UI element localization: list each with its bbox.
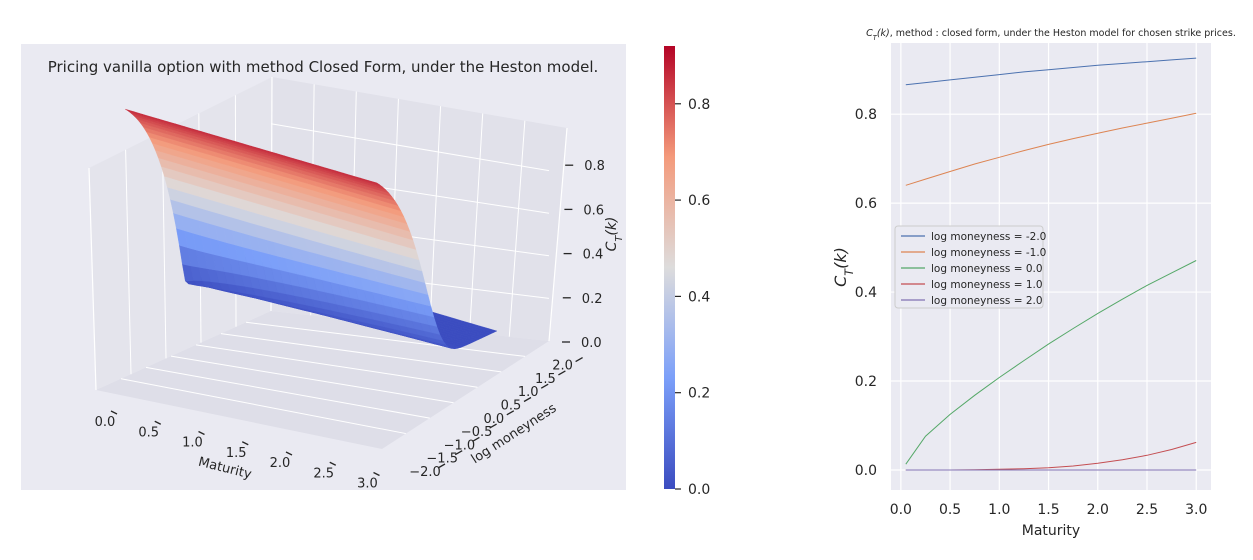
surface-y-tick-label: 0.5 — [501, 399, 522, 414]
pane-gridline — [220, 333, 502, 373]
pane-gridline — [429, 106, 442, 329]
pane-edge — [548, 127, 568, 342]
legend-label: log moneyness = -2.0 — [931, 231, 1046, 243]
pane-gridline — [120, 378, 406, 435]
line-series — [905, 57, 1197, 471]
pane-gridline — [125, 149, 132, 375]
surface-title: Pricing vanilla option with method Close… — [48, 58, 599, 76]
y-tick-label: 0.0 — [855, 463, 877, 479]
colorbar-tick-label: 0.0 — [688, 482, 710, 498]
colorbar-tick-label: 0.4 — [688, 289, 710, 305]
pane-gridline — [508, 120, 526, 337]
x-tick-label: 1.5 — [1037, 502, 1059, 518]
pane-gridline — [145, 366, 430, 419]
x-tick-label: 3.0 — [1185, 502, 1207, 518]
series-line — [905, 112, 1197, 186]
y-tick-label: 0.8 — [855, 107, 877, 123]
surface-y-tick — [437, 463, 446, 469]
colorbar-tick-label: 0.6 — [688, 193, 710, 209]
y-tick-label: 0.2 — [855, 374, 877, 390]
line-x-label: Maturity — [1022, 523, 1080, 539]
pane-gridline — [195, 344, 478, 388]
surface-x-tick-label: 0.0 — [95, 415, 116, 430]
surface-x-tick — [373, 471, 380, 477]
surface-y-tick — [540, 383, 549, 389]
legend-label: log moneyness = -1.0 — [931, 247, 1046, 259]
surface-y-tick-label: 2.0 — [552, 359, 573, 374]
legend: log moneyness = -2.0 log moneyness = -1.0… — [894, 225, 1046, 309]
surface-y-tick-label: −1.0 — [444, 438, 476, 453]
surface-y-tick-label: 1.0 — [518, 385, 539, 400]
surface-y-tick — [558, 370, 566, 376]
surface-z-label: CT(k) — [604, 217, 625, 252]
surface-y-tick — [575, 357, 583, 363]
surface — [125, 109, 498, 350]
surface-y-tick-label: −2.0 — [409, 465, 441, 480]
surface-x-tick — [329, 461, 337, 466]
surface-z-tick-label: 0.2 — [582, 292, 603, 307]
x-tick-label: 2.5 — [1136, 502, 1158, 518]
pane-gridline — [469, 113, 484, 333]
surface-axis-ticks: 0.00.51.01.52.02.53.0−2.0−1.5−1.0−0.50.0… — [95, 159, 605, 491]
surface-x-tick — [241, 441, 249, 446]
surface-z-tick-label: 0.4 — [583, 248, 604, 263]
legend-box — [894, 225, 1044, 309]
colorbar-gradient — [664, 46, 675, 489]
x-tick-label: 1.0 — [988, 502, 1010, 518]
surface-x-tick-label: 2.5 — [313, 466, 334, 481]
surface-x-tick-label: 1.0 — [182, 436, 203, 451]
surface-x-tick — [110, 410, 118, 415]
surface-x-tick — [154, 420, 162, 425]
y-tick-label: 0.4 — [855, 285, 877, 301]
pane-gridline — [245, 321, 526, 357]
surface-z-tick-label: 0.0 — [581, 336, 602, 351]
surface-panel: 0.00.51.01.52.02.53.0−2.0−1.5−1.0−0.50.0… — [21, 44, 626, 492]
line-y-label: CT(k) — [831, 247, 856, 287]
surface-y-tick — [489, 423, 497, 429]
surface-y-tick-label: −1.5 — [426, 452, 458, 467]
x-tick-label: 2.0 — [1087, 502, 1109, 518]
legend-label: log moneyness = 2.0 — [931, 295, 1043, 307]
pane-gridline — [270, 123, 550, 172]
surface-y-tick-label: −0.5 — [461, 425, 493, 440]
surface-y-tick — [454, 450, 463, 456]
pane-gridline — [170, 355, 454, 404]
surface-x-tick-label: 3.0 — [357, 477, 378, 492]
surface-y-tick-label: 0.0 — [483, 412, 504, 427]
colorbar-tick-label: 0.2 — [688, 386, 710, 402]
surface-y-tick — [523, 396, 532, 403]
line-title: CT(k), method : closed form, under the H… — [866, 28, 1236, 42]
y-tick-label: 0.6 — [855, 196, 877, 212]
colorbar-tick-label: 0.8 — [688, 97, 710, 113]
series-line — [905, 260, 1197, 465]
pane-edge — [88, 167, 97, 391]
legend-label: log moneyness = 0.0 — [931, 263, 1043, 275]
surface-z-tick-label: 0.8 — [584, 159, 605, 174]
series-line — [905, 57, 1197, 86]
colorbar: 0.0 0.2 0.4 0.6 0.8 — [664, 46, 710, 498]
surface-x-tick — [285, 451, 293, 456]
surface-x-tick-label: 0.5 — [138, 425, 159, 440]
surface-patch — [125, 109, 137, 114]
surface-x-tick-label: 2.0 — [270, 456, 291, 471]
surface-z-tick-label: 0.6 — [583, 203, 604, 218]
surface-y-tick — [506, 410, 515, 416]
colorbar-ticks: 0.0 0.2 0.4 0.6 0.8 — [675, 97, 710, 498]
x-tick-label: 0.5 — [939, 502, 961, 518]
surface-y-tick-label: 1.5 — [535, 372, 556, 387]
surface-x-tick-label: 1.5 — [226, 446, 247, 461]
legend-label: log moneyness = 1.0 — [931, 279, 1043, 291]
line-ticks: 0.0 0.5 1.0 1.5 2.0 2.5 3.0 0.0 0.2 0.4 0.6 0.8 — [855, 107, 1208, 518]
line-panel: 0.0 0.5 1.0 1.5 2.0 2.5 3.0 0.0 0.2 0.4 0.6 0.8 CT(… — [831, 28, 1236, 539]
x-tick-label: 0.0 — [890, 502, 912, 518]
surface-x-tick — [198, 430, 205, 436]
surface-y-tick — [472, 436, 480, 442]
